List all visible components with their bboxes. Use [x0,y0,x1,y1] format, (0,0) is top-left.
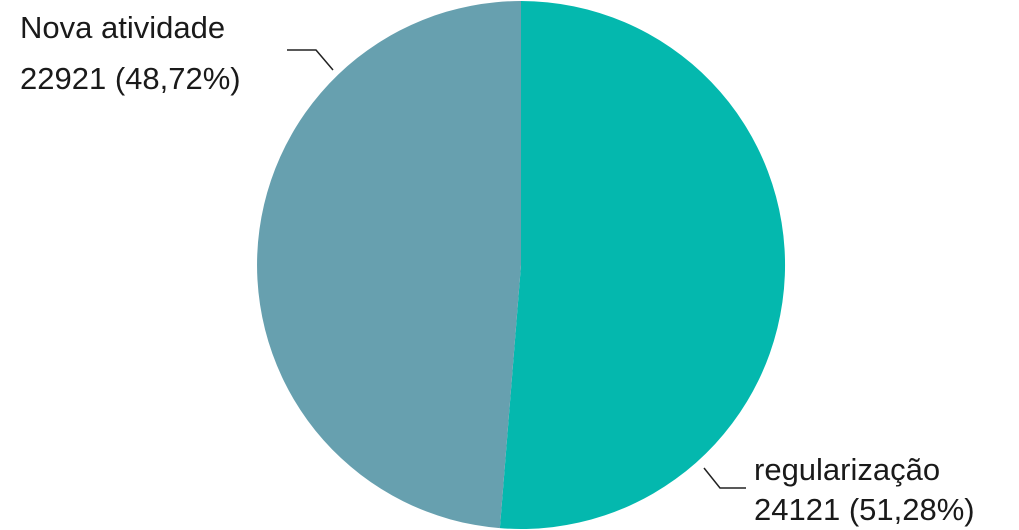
pie-slice-regularizacao [499,0,786,529]
slice-value-regularizacao: 24121 (51,28%) [754,492,975,527]
slice-label-nova-atividade: Nova atividade [20,10,225,45]
leader-line-regularizacao [703,467,746,489]
pie-slices [257,0,786,529]
slice-label-regularizacao: regularização [754,452,940,487]
pie-slice-nova-atividade [257,1,521,529]
leader-line-nova-atividade [287,49,334,71]
slice-value-nova-atividade: 22921 (48,72%) [20,61,241,96]
